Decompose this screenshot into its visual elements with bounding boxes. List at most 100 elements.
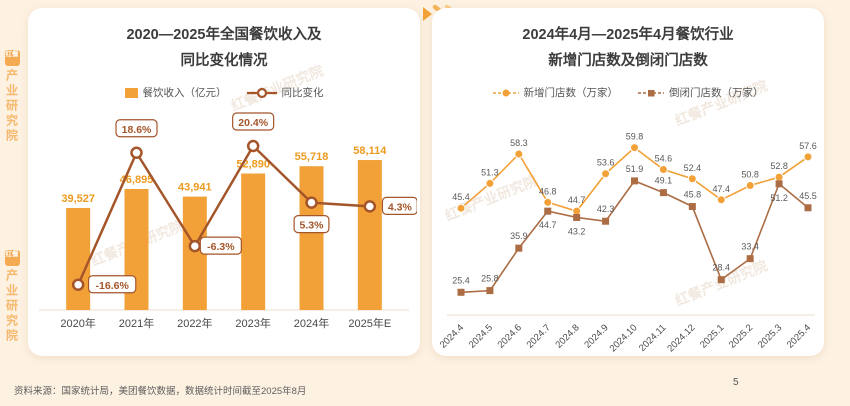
data-label: 51.2 — [770, 193, 788, 203]
data-label: 54.6 — [655, 154, 673, 164]
data-label: 51.9 — [626, 164, 644, 174]
left-chart-title-line1: 2020—2025年全国餐饮收入及 — [126, 27, 322, 43]
hongcan-logo-icon: 红餐 — [4, 250, 20, 266]
revenue-bar — [241, 173, 266, 310]
closed-stores-point — [631, 177, 638, 185]
legend-label-yoy: 同比变化 — [281, 87, 324, 99]
x-axis-label: 2025年E — [348, 316, 391, 330]
data-label: 46.8 — [539, 186, 557, 196]
data-label: 52.4 — [684, 163, 702, 173]
closed-stores-point — [717, 276, 725, 284]
bar-value-label: 55,718 — [295, 151, 329, 163]
new-stores-point — [456, 203, 466, 213]
yoy-point-marker — [71, 278, 85, 291]
source-note: 资料来源：国家统计局，美团餐饮数据，数据统计时间截至2025年8月 — [14, 386, 307, 397]
data-label: 57.6 — [799, 141, 817, 151]
yoy-label-box — [381, 196, 417, 215]
x-axis-label: 2024.6 — [496, 322, 524, 350]
closed-stores-point — [688, 203, 696, 211]
new-stores-point — [601, 169, 611, 179]
revenue-yoy-chart: 39,5272020年46,8952021年43,9412022年52,8902… — [39, 112, 417, 330]
yoy-point-marker — [130, 146, 143, 159]
yoy-label-box — [115, 119, 158, 138]
x-axis-label: 2020年 — [60, 316, 95, 330]
x-axis-label: 2024.11 — [637, 322, 669, 354]
yoy-value-label: 4.3% — [388, 201, 413, 213]
bar-value-label: 39,527 — [61, 193, 95, 205]
yoy-value-label: 18.6% — [122, 124, 152, 136]
x-axis-label: 2021年 — [119, 316, 154, 330]
hongcan-logo-icon: 红餐 — [4, 50, 20, 66]
new-stores-point — [572, 206, 582, 216]
yoy-value-label: 5.3% — [300, 220, 325, 232]
revenue-bar — [66, 207, 91, 310]
bar-value-label: 58,114 — [353, 145, 387, 157]
page-number: 5 — [733, 377, 739, 388]
data-label: 50.8 — [741, 170, 759, 180]
new-stores-point — [774, 172, 784, 182]
closed-stores-point — [486, 287, 494, 295]
yoy-label-box — [87, 275, 137, 294]
closed-stores-point — [515, 244, 523, 252]
yoy-point-marker — [246, 139, 260, 153]
left-chart-title: 2020—2025年全国餐饮收入及 同比变化情况 — [28, 22, 420, 74]
x-axis-label: 2022年 — [177, 316, 212, 330]
new-stores-point — [745, 181, 755, 190]
side-watermark-bottom: 红餐 产业研究院 — [3, 250, 21, 344]
data-label: 53.6 — [597, 158, 615, 168]
x-axis-label: 2024年 — [294, 316, 329, 330]
side-watermark-text: 产业研究院 — [4, 69, 19, 144]
revenue-bar — [357, 160, 382, 310]
yoy-value-label: -16.6% — [96, 280, 130, 292]
data-label: 35.9 — [510, 231, 528, 241]
x-axis-label: 2024.7 — [525, 322, 553, 350]
side-watermark-text: 产业研究院 — [4, 269, 19, 344]
data-label: 28.4 — [712, 263, 730, 273]
new-stores-point — [658, 165, 668, 175]
data-label: 44.7 — [539, 220, 557, 230]
new-stores-point — [687, 174, 697, 184]
legend-label-new-stores: 新增门店数（万家） — [523, 87, 619, 99]
closed-stores-point — [544, 207, 552, 215]
legend-item-yoy: 同比变化 — [246, 85, 324, 100]
new-stores-point — [514, 149, 524, 159]
left-chart-legend: 餐饮收入（亿元） 同比变化 — [28, 85, 420, 100]
yoy-value-label: 20.4% — [238, 117, 268, 129]
x-axis-label: 2025.2 — [727, 322, 755, 350]
stores-chart-card: 红餐产业研究院 红餐产业研究院 红餐产业研究院 2024年4月—2025年4月餐… — [432, 8, 824, 356]
x-axis-label: 2025.3 — [756, 322, 784, 350]
closed-stores-point — [804, 204, 812, 212]
legend-label-closed-stores: 倒闭门店数（万家） — [669, 87, 764, 99]
x-axis-label: 2024.12 — [665, 322, 697, 354]
closed-stores-point — [775, 180, 783, 188]
data-label: 59.8 — [626, 132, 644, 142]
legend-item-new-stores: 新增门店数（万家） — [492, 85, 619, 100]
bar-value-label: 43,941 — [178, 182, 212, 194]
yoy-point-marker — [305, 196, 318, 209]
new-stores-point — [630, 143, 639, 153]
data-label: 49.1 — [655, 176, 673, 186]
x-axis-label: 2024.10 — [608, 322, 640, 354]
x-axis-label: 2025.1 — [698, 322, 726, 350]
side-watermark-top: 红餐 产业研究院 — [3, 50, 21, 144]
x-axis-label: 2024.8 — [553, 322, 581, 350]
x-axis-label: 2025.4 — [785, 322, 813, 350]
data-label: 45.5 — [799, 191, 817, 201]
stores-line-chart: 2024.4 2024.5 2024.6 2024.7 2024.8 2024.92024… — [438, 132, 817, 355]
yoy-label-box — [293, 215, 330, 234]
closed-stores-point — [746, 255, 754, 263]
x-axis-label: 2024.4 — [438, 322, 466, 350]
yoy-label-box — [232, 112, 275, 131]
data-label: 25.8 — [481, 274, 499, 284]
left-chart-title-line2: 同比变化情况 — [180, 53, 268, 69]
x-axis-label: 2023年 — [235, 316, 270, 330]
yoy-point-marker — [188, 239, 202, 253]
yoy-line — [77, 143, 370, 286]
legend-label-revenue: 餐饮收入（亿元） — [142, 87, 227, 99]
data-label: 33.4 — [741, 242, 759, 252]
right-chart-title-line2: 新增门店数及倒闭门店数 — [548, 53, 708, 69]
closed-stores-point — [659, 189, 667, 197]
right-chart-title: 2024年4月—2025年4月餐饮行业 新增门店数及倒闭门店数 — [432, 22, 824, 74]
x-axis-label: 2024.5 — [467, 322, 495, 350]
legend-item-closed-stores: 倒闭门店数（万家） — [638, 85, 764, 100]
